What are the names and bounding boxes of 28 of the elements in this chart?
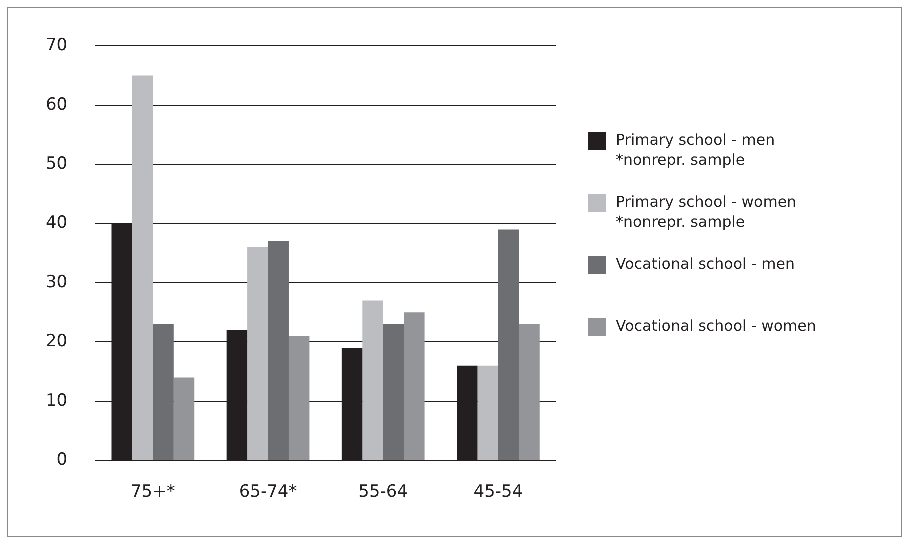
y-tick-label: 60: [46, 94, 68, 115]
bar: [498, 230, 520, 460]
y-tick-label: 30: [46, 272, 68, 292]
x-tick-label: 65-74*: [239, 482, 298, 502]
x-tick-label: 45-54: [474, 482, 524, 502]
legend-label: Vocational school - women: [616, 316, 816, 336]
y-tick-label: 20: [46, 332, 68, 352]
y-tick-label: 40: [46, 213, 68, 234]
x-tick-label: 75+*: [130, 482, 176, 502]
y-tick-label: 50: [46, 154, 68, 174]
legend-label: Primary school - men *nonrepr. sample: [616, 130, 776, 170]
bar: [478, 366, 498, 460]
bar: [288, 336, 310, 460]
bar: [268, 242, 289, 460]
y-tick-label: 10: [46, 390, 68, 411]
bar: [519, 324, 540, 460]
bar: [362, 300, 384, 460]
legend-label: Primary school - women *nonrepr. sample: [616, 192, 797, 232]
bar: [132, 76, 154, 460]
y-tick-label: 70: [46, 36, 68, 56]
x-tick-label: 55-64: [358, 482, 408, 502]
bar: [383, 324, 404, 460]
bar: [248, 247, 268, 460]
legend-label: Vocational school - men: [616, 254, 795, 274]
bar: [153, 324, 174, 460]
bar: [404, 312, 425, 460]
bar: [174, 378, 195, 460]
y-tick-label: 0: [56, 450, 68, 470]
